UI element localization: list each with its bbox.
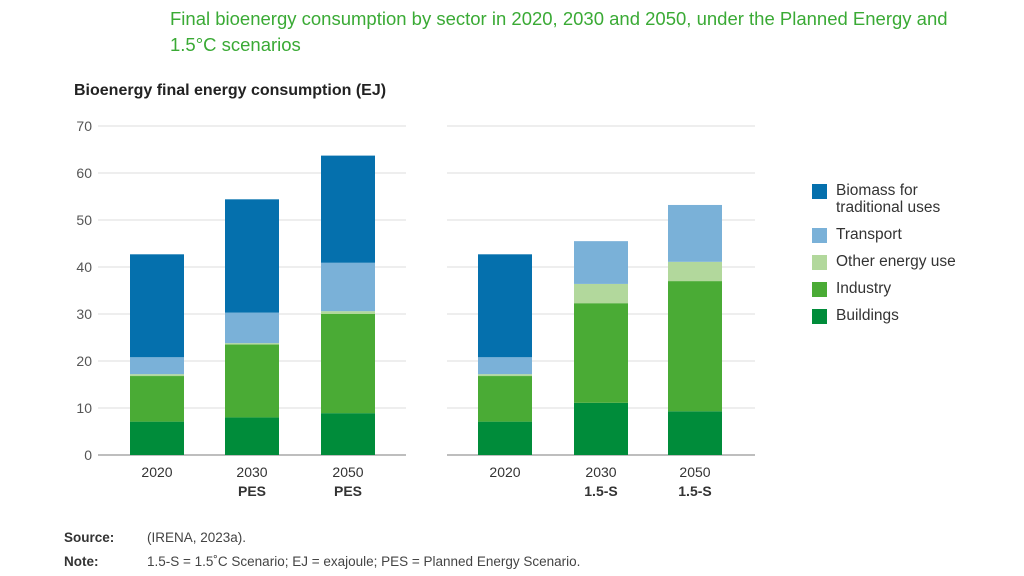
legend-item: Buildings	[812, 307, 996, 324]
x-tick-label: 2030	[236, 464, 267, 480]
legend-swatch	[812, 255, 827, 270]
x-tick-label: 2020	[489, 464, 520, 480]
bar-segment-other-energy-use	[478, 374, 532, 377]
x-tick-sublabel: 1.5-S	[584, 483, 617, 499]
bar-segment-industry	[225, 344, 279, 418]
x-tick-sublabel: PES	[238, 483, 266, 499]
bar-segment-transport	[225, 312, 279, 344]
y-axis-label: Bioenergy final energy consumption (EJ)	[74, 82, 387, 99]
bar-segment-transport	[321, 262, 375, 312]
x-tick-label: 2020	[141, 464, 172, 480]
y-tick-label: 70	[76, 118, 92, 134]
y-tick-label: 10	[76, 400, 92, 416]
note-text: 1.5-S = 1.5˚C Scenario; EJ = exajoule; P…	[147, 554, 581, 569]
legend-swatch	[812, 309, 827, 324]
legend-swatch	[812, 184, 827, 199]
bar-segment-other-energy-use	[321, 311, 375, 314]
bar-segment-buildings	[130, 421, 184, 455]
note-key: Note:	[64, 554, 99, 569]
bar-segment-transport	[668, 204, 722, 262]
bar-segment-buildings	[225, 417, 279, 455]
bar-segment-transport	[130, 357, 184, 375]
x-tick-sublabel: 1.5-S	[678, 483, 711, 499]
bar-segment-buildings	[574, 402, 628, 455]
legend-label: Industry	[836, 280, 892, 297]
bar-segment-buildings	[321, 413, 375, 455]
bar-segment-biomass-for-traditional-uses	[225, 199, 279, 313]
bar-segment-buildings	[478, 421, 532, 455]
y-tick-label: 40	[76, 259, 92, 275]
x-tick-sublabel: PES	[334, 483, 362, 499]
bar-segment-biomass-for-traditional-uses	[130, 254, 184, 358]
legend-label: Other energy use	[836, 253, 956, 270]
y-tick-label: 50	[76, 212, 92, 228]
legend-label: Buildings	[836, 307, 899, 324]
source-line: Source: (IRENA, 2023a).	[64, 530, 246, 545]
y-tick-label: 60	[76, 165, 92, 181]
bar-segment-industry	[574, 303, 628, 403]
bar-segment-industry	[130, 376, 184, 422]
x-tick-label: 2050	[679, 464, 710, 480]
source-text: (IRENA, 2023a).	[147, 530, 247, 545]
bar-segment-other-energy-use	[225, 343, 279, 345]
note-line: Note: 1.5-S = 1.5˚C Scenario; EJ = exajou…	[64, 554, 580, 569]
bar-segment-biomass-for-traditional-uses	[478, 254, 532, 358]
legend-label: Transport	[836, 226, 902, 243]
legend-item: Other energy use	[812, 253, 996, 270]
bar-segment-other-energy-use	[668, 261, 722, 282]
legend-item: Transport	[812, 226, 996, 243]
bar-segment-transport	[574, 241, 628, 284]
legend-swatch	[812, 282, 827, 297]
bar-segment-buildings	[668, 411, 722, 455]
source-key: Source:	[64, 530, 115, 545]
bar-segment-industry	[668, 281, 722, 412]
legend-item: Industry	[812, 280, 996, 297]
x-tick-label: 2050	[332, 464, 363, 480]
y-tick-label: 20	[76, 353, 92, 369]
legend-swatch	[812, 228, 827, 243]
bar-segment-transport	[478, 357, 532, 375]
y-tick-label: 0	[84, 447, 92, 463]
x-tick-label: 2030	[585, 464, 616, 480]
bar-segment-biomass-for-traditional-uses	[321, 155, 375, 263]
legend-label: Biomass for traditional uses	[836, 182, 941, 216]
bar-segment-industry	[478, 376, 532, 422]
bar-segment-other-energy-use	[130, 374, 184, 377]
chart-title: Final bioenergy consumption by sector in…	[170, 8, 948, 55]
bar-segment-other-energy-use	[574, 283, 628, 304]
legend-item: Biomass for traditional uses	[812, 182, 996, 216]
y-tick-label: 30	[76, 306, 92, 322]
legend: Biomass for traditional uses Transport Oth…	[812, 182, 996, 334]
bar-segment-industry	[321, 314, 375, 414]
